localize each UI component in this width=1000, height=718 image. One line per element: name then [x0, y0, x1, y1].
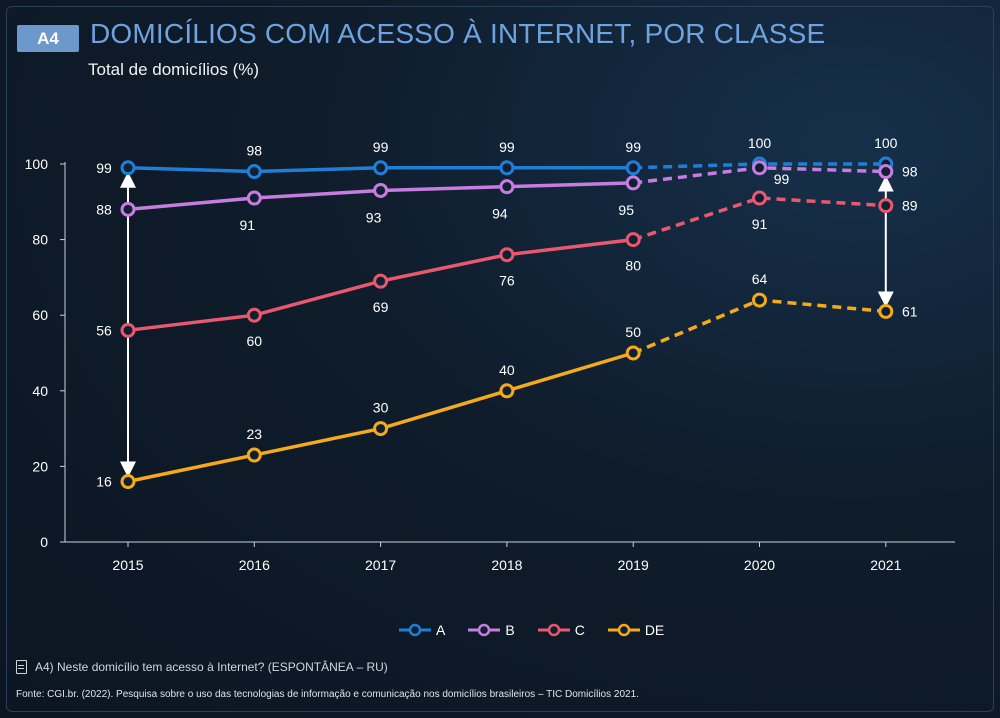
- series-b-point: [752, 160, 767, 176]
- series-a-point: [120, 160, 136, 176]
- data-label-b: 99: [774, 171, 790, 187]
- chart-subtitle: Total de domicílios (%): [88, 60, 260, 79]
- data-label-b: 91: [240, 217, 256, 233]
- legend-swatch: [399, 623, 431, 637]
- series-a-point: [625, 160, 641, 176]
- data-label-a: 99: [373, 139, 389, 155]
- series-de-line: [127, 351, 634, 484]
- series-b-point: [499, 179, 515, 195]
- series-c-point: [625, 232, 641, 248]
- legend-item-b: B: [467, 622, 515, 638]
- data-label-a: 98: [247, 143, 263, 159]
- data-label-c: 56: [96, 322, 112, 338]
- data-label-b: 94: [492, 206, 508, 222]
- y-tick-label: 40: [32, 383, 48, 399]
- series-b-point: [625, 175, 641, 191]
- legend-item-a: A: [398, 622, 445, 638]
- series-b-point: [246, 190, 262, 206]
- question-text: A4) Neste domicílio tem acesso à Interne…: [35, 660, 388, 674]
- question-note: A4) Neste domicílio tem acesso à Interne…: [16, 660, 388, 674]
- series-de-point: [625, 345, 641, 361]
- series-de-point: [120, 474, 136, 490]
- data-label-b: 95: [618, 202, 634, 218]
- series-de-projection-line: [632, 298, 886, 355]
- series-c-point: [246, 307, 262, 323]
- y-tick-label: 0: [40, 534, 48, 550]
- data-label-de: 40: [499, 362, 515, 378]
- legend-swatch: [607, 623, 640, 637]
- source-note: Fonte: CGI.br. (2022). Pesquisa sobre o …: [16, 689, 639, 700]
- data-label-c: 80: [625, 258, 641, 274]
- data-label-a: 99: [625, 139, 641, 155]
- legend-swatch: [468, 623, 501, 637]
- chart-frame: [6, 6, 994, 712]
- data-label-de: 61: [902, 303, 918, 319]
- y-tick-label: 20: [32, 458, 48, 474]
- series-a-point: [373, 160, 389, 176]
- x-tick-label: 2021: [870, 557, 901, 573]
- data-label-b: 98: [902, 164, 918, 180]
- y-tick-label: 60: [32, 307, 48, 323]
- x-tick-label: 2015: [112, 557, 143, 573]
- x-tick-label: 2020: [744, 557, 775, 573]
- series-c-point: [120, 322, 136, 338]
- series-de-point: [499, 383, 515, 399]
- legend-item-c: C: [537, 622, 585, 638]
- data-label-de: 16: [96, 474, 112, 490]
- legend-swatch: [537, 623, 570, 637]
- data-label-a: 99: [96, 160, 112, 176]
- chart-badge: A4: [17, 25, 79, 52]
- series-c-point: [752, 190, 767, 206]
- legend-label: A: [436, 622, 446, 638]
- data-label-c: 91: [752, 216, 768, 232]
- series-de-point: [246, 447, 262, 463]
- series-b-point: [120, 201, 136, 217]
- data-label-de: 64: [752, 271, 768, 287]
- series-de-point: [752, 292, 767, 308]
- series-de-point: [373, 421, 389, 437]
- data-label-a: 100: [748, 135, 772, 151]
- data-label-a: 100: [874, 135, 898, 151]
- data-label-c: 69: [373, 299, 389, 315]
- series-a-point: [246, 164, 262, 180]
- series-de-point: [878, 303, 894, 319]
- legend-item-de: DE: [607, 622, 664, 638]
- data-label-de: 30: [373, 400, 389, 416]
- data-label-de: 50: [625, 324, 641, 340]
- data-label-a: 99: [499, 139, 515, 155]
- data-label-de: 23: [247, 426, 263, 442]
- series-c-point: [499, 247, 515, 263]
- y-tick-label: 100: [25, 156, 49, 172]
- data-label-b: 93: [366, 209, 382, 225]
- data-label-c: 89: [902, 198, 918, 214]
- legend-label: C: [574, 622, 585, 638]
- document-icon: [16, 660, 27, 674]
- series-a-point: [499, 160, 515, 176]
- x-tick-label: 2018: [491, 557, 522, 573]
- chart-legend: A B C DE: [398, 622, 664, 638]
- data-label-c: 76: [499, 273, 515, 289]
- data-label-c: 60: [247, 333, 263, 349]
- data-label-b: 88: [96, 201, 112, 217]
- series-b-point: [878, 164, 894, 180]
- x-tick-label: 2017: [365, 557, 396, 573]
- legend-label: B: [505, 622, 515, 638]
- series-b-point: [373, 182, 389, 198]
- series-c-point: [373, 273, 389, 289]
- series-c-projection-line: [632, 196, 886, 242]
- y-tick-label: 80: [32, 232, 48, 248]
- series-c-point: [878, 198, 894, 214]
- legend-label: DE: [644, 622, 665, 638]
- x-tick-label: 2016: [239, 557, 270, 573]
- chart-title: DOMICÍLIOS COM ACESSO À INTERNET, POR CL…: [90, 18, 826, 49]
- x-tick-label: 2019: [618, 557, 649, 573]
